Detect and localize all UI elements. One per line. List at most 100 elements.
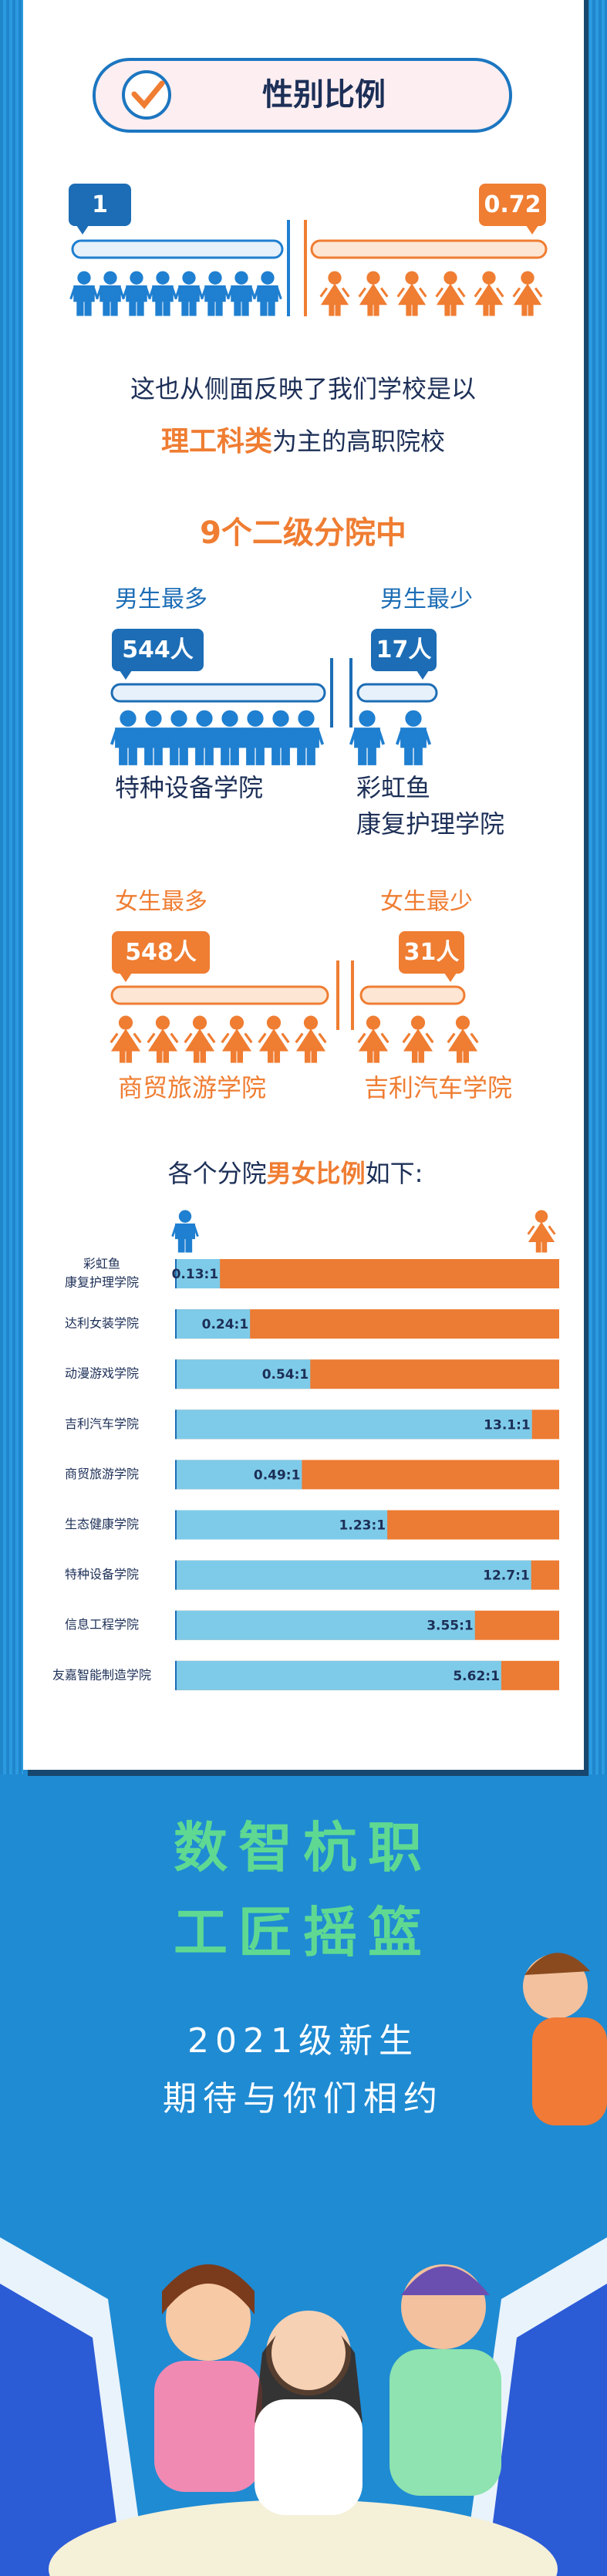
icon-head [272, 710, 289, 727]
bubble-text: 548人 [125, 939, 197, 966]
male-icon [174, 271, 204, 316]
female-icon [512, 271, 543, 316]
male-icon [395, 710, 432, 765]
hair [162, 2264, 255, 2314]
bubble-text: 0.72 [484, 191, 541, 218]
icon-head [221, 710, 238, 727]
male-icon [110, 710, 147, 765]
intro-rest: 为主的高职院校 [272, 427, 445, 456]
male-segment [176, 1460, 302, 1490]
icon-body [110, 728, 147, 765]
icon-head [120, 710, 137, 727]
icon-head [366, 1015, 381, 1030]
icon-head [196, 710, 213, 727]
icon-body [211, 728, 248, 765]
face [271, 2316, 346, 2390]
icon-body [527, 1221, 556, 1253]
subheading: 9个二级分院中 [200, 515, 406, 551]
icon-head [521, 271, 534, 285]
icon-body [358, 283, 389, 316]
intro-highlight: 理工科类 [161, 426, 272, 457]
compare-bar [71, 239, 284, 259]
extreme-label: 女生最多 [115, 889, 207, 916]
bubble-text: 544人 [122, 636, 194, 663]
icon-head [303, 1015, 319, 1030]
icon-body [147, 1028, 179, 1063]
ratio-label: 5.62:1 [453, 1669, 500, 1684]
icon-head [145, 710, 162, 727]
face [166, 2276, 251, 2361]
icon-head [410, 1015, 426, 1030]
college-label: 动漫游戏学院 [65, 1366, 139, 1381]
check-mark [131, 80, 165, 110]
ratio-label: 0.13:1 [172, 1267, 219, 1282]
college-label: 特种设备学院 [65, 1567, 139, 1582]
icon-body [69, 285, 99, 316]
college-label: 商贸旅游学院 [65, 1467, 139, 1481]
male-icon [122, 271, 151, 316]
compare-bar [110, 985, 329, 1005]
ratio-label: 0.24:1 [202, 1317, 249, 1332]
female-icon [221, 1015, 253, 1063]
college-label: 达利女装学院 [65, 1316, 139, 1331]
female-icon [402, 1015, 434, 1063]
male-icon [349, 710, 386, 765]
icon-head [155, 1015, 170, 1030]
ratio-label: 0.54:1 [262, 1367, 309, 1383]
intro-line: 理工科类为主的高职院校 [161, 426, 445, 457]
bubble-tip [444, 973, 457, 982]
icon-head [298, 710, 315, 727]
icon-head [170, 710, 187, 727]
icon-body [186, 728, 223, 765]
female-icon [295, 1015, 327, 1063]
college-label: 吉利汽车学院 [65, 1416, 139, 1431]
bubble-text: 31人 [404, 939, 460, 966]
college-label: 彩虹鱼 [83, 1257, 120, 1271]
compare-bar [110, 683, 326, 703]
female-icon [474, 271, 504, 316]
hair [524, 1953, 590, 1975]
shirt [255, 2399, 363, 2515]
extreme-label: 女生最少 [380, 889, 473, 916]
female-icon [184, 1015, 216, 1063]
college-label: 生态健康学院 [65, 1517, 139, 1531]
ratio-label: 3.55:1 [427, 1619, 474, 1634]
bubble-tip [120, 973, 132, 982]
female-icon [258, 1015, 290, 1063]
female-icon [447, 1015, 479, 1063]
bubble-tip [416, 670, 429, 680]
icon-body [288, 728, 325, 765]
shirt [532, 2017, 607, 2125]
icon-head [178, 1210, 192, 1223]
compare-bar [356, 683, 438, 703]
cartoon-students [154, 1953, 607, 2515]
bubble-tip [76, 225, 89, 235]
female-icon [319, 271, 350, 316]
icon-head [328, 271, 342, 285]
icon-head [130, 271, 143, 285]
college-name: 彩虹鱼 [356, 773, 430, 802]
female-icon [358, 271, 389, 316]
ratio-heading-prefix: 各个分院 [168, 1159, 267, 1188]
icon-head [534, 1210, 548, 1223]
male-segment [176, 1560, 531, 1590]
ribbon-left [0, 2284, 123, 2576]
male-icon [211, 710, 248, 765]
male-icon [262, 710, 299, 765]
icon-body [253, 285, 282, 316]
card [23, 0, 584, 1770]
male-segment [176, 1610, 475, 1640]
icon-head [359, 710, 376, 727]
icon-body [395, 728, 432, 765]
icon-head [405, 710, 422, 727]
college-label: 信息工程学院 [65, 1617, 139, 1632]
male-icon [160, 710, 197, 765]
icon-body [447, 1028, 479, 1063]
slogan: 工匠摇篮 [174, 1901, 433, 1964]
ratio-heading-suffix: 如下: [366, 1159, 423, 1188]
ratio-label: 12.7:1 [483, 1568, 530, 1584]
icon-head [455, 1015, 470, 1030]
female-icon [527, 1210, 556, 1253]
bubble-tip [120, 670, 132, 680]
